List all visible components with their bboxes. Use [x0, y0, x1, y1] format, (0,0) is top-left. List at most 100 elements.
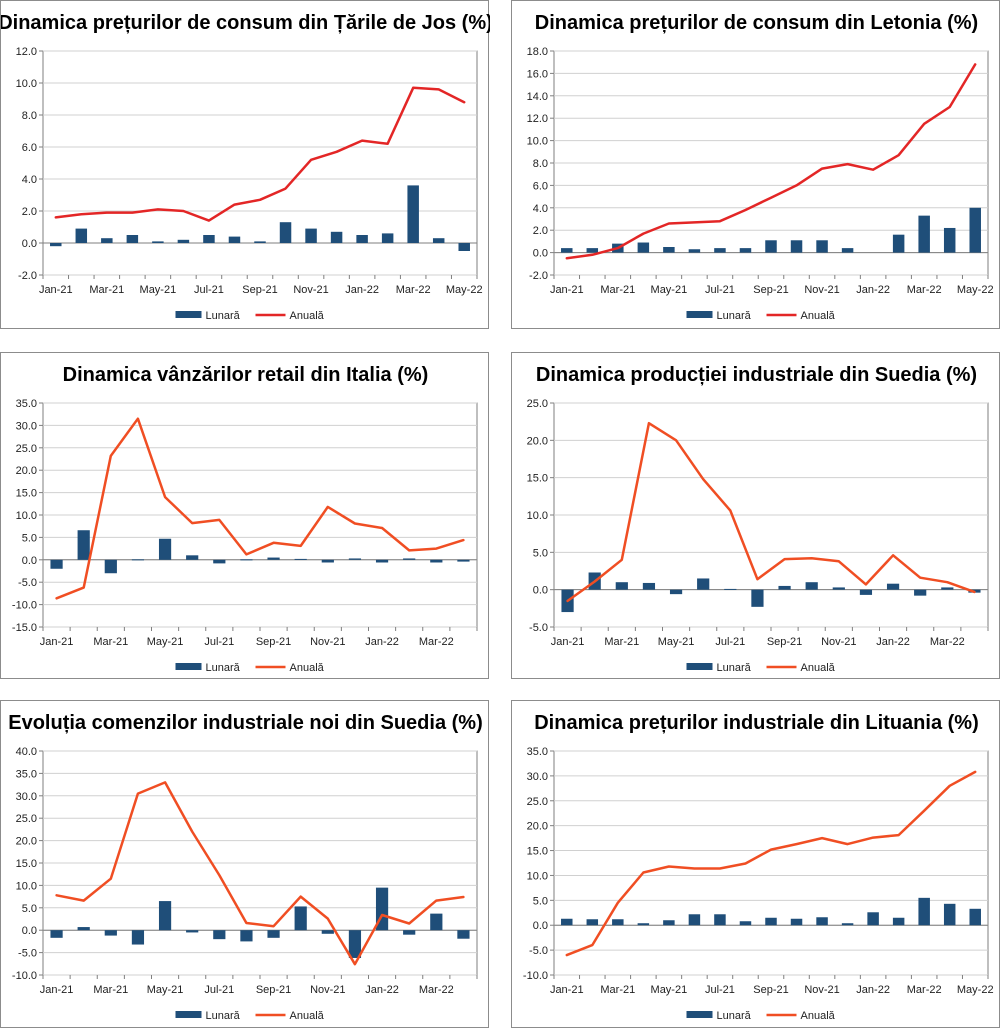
x-tick-label: May-21 [658, 636, 695, 648]
x-tick-label: Nov-21 [310, 984, 345, 996]
bar-monthly [213, 559, 226, 564]
y-tick-label: -10.0 [12, 970, 37, 982]
x-tick-label: May-21 [651, 284, 688, 296]
bar-monthly [158, 901, 172, 931]
y-tick-label: 20.0 [527, 821, 548, 833]
x-tick-label: Jan-22 [365, 984, 399, 996]
bar-monthly [765, 240, 777, 253]
line-annual [55, 781, 465, 966]
bar-monthly [663, 920, 675, 926]
chart-svg: Dinamica prețurilor de consum din Țările… [1, 12, 490, 322]
x-tick-label: Jan-21 [550, 984, 584, 996]
bar-monthly [943, 903, 956, 926]
x-tick-label: Mar-22 [419, 636, 454, 648]
bar-monthly [778, 585, 791, 590]
bar-monthly [969, 207, 981, 253]
bar-monthly [586, 248, 599, 253]
chart-title: Dinamica prețurilor de consum din Țările… [1, 12, 490, 34]
x-tick-label: Mar-22 [907, 284, 942, 296]
chart-svg: Dinamica prețurilor de consum din Letoni… [527, 12, 994, 322]
chart-svg: Dinamica producției industriale din Sued… [527, 364, 989, 674]
bar-monthly [321, 930, 334, 934]
y-tick-label: 10.0 [527, 136, 548, 148]
x-tick-label: Sep-21 [256, 636, 291, 648]
legend-label-annual: Anuală [801, 310, 836, 322]
bar-monthly [50, 930, 63, 938]
bar-monthly [765, 917, 777, 926]
bar-monthly [177, 239, 190, 243]
x-tick-label: Mar-21 [604, 636, 639, 648]
bar-monthly [612, 919, 624, 926]
legend-label-monthly: Lunară [717, 310, 752, 322]
y-tick-label: 40.0 [16, 746, 37, 758]
bar-monthly [892, 917, 905, 926]
legend-label-annual: Anuală [801, 662, 836, 674]
bar-monthly [430, 913, 443, 931]
bar-monthly [77, 927, 90, 931]
bar-monthly [663, 247, 675, 253]
bar-monthly [321, 559, 334, 563]
bar-monthly [561, 918, 573, 926]
x-tick-label: Mar-21 [93, 984, 128, 996]
y-tick-label: 0.0 [22, 555, 37, 567]
legend-swatch-monthly [686, 663, 713, 670]
y-tick-label: -2.0 [18, 270, 37, 282]
legend-label-monthly: Lunară [717, 662, 752, 674]
x-tick-label: Nov-21 [310, 636, 345, 648]
x-tick-label: Sep-21 [767, 636, 802, 648]
bar-monthly [918, 215, 930, 253]
y-tick-label: 30.0 [527, 771, 548, 783]
chart-title: Evoluția comenzilor industriale noi din … [8, 712, 483, 734]
y-tick-label: -5.0 [18, 948, 37, 960]
bar-monthly [348, 558, 362, 560]
bar-monthly [714, 914, 726, 926]
y-tick-label: 15.0 [527, 473, 548, 485]
y-tick-label: 35.0 [16, 768, 37, 780]
y-tick-label: -10.0 [12, 600, 37, 612]
y-tick-label: -10.0 [523, 970, 548, 982]
y-tick-label: 15.0 [16, 488, 37, 500]
bar-monthly [294, 558, 307, 560]
legend-swatch-monthly [686, 311, 713, 318]
y-tick-label: -2.0 [529, 270, 548, 282]
x-tick-label: Mar-21 [89, 284, 124, 296]
y-tick-label: 10.0 [16, 78, 37, 90]
legend-swatch-monthly [686, 1011, 713, 1018]
x-tick-label: Jul-21 [715, 636, 745, 648]
y-tick-label: 14.0 [527, 91, 548, 103]
bar-monthly [918, 897, 930, 926]
bar-monthly [615, 582, 628, 590]
bar-monthly [697, 578, 710, 590]
bar-monthly [104, 559, 117, 574]
bar-monthly [714, 248, 726, 253]
bar-monthly [203, 235, 215, 243]
x-tick-label: May-21 [140, 284, 177, 296]
bar-monthly [186, 555, 199, 560]
chart-panel-industrial-prices-lithuania: Dinamica prețurilor industriale din Litu… [511, 700, 1000, 1028]
y-tick-label: 20.0 [16, 836, 37, 848]
y-tick-label: 15.0 [527, 846, 548, 858]
bar-monthly [430, 559, 443, 563]
legend-label-annual: Anuală [801, 1010, 836, 1022]
x-tick-label: Sep-21 [753, 984, 788, 996]
legend-swatch-monthly [175, 1011, 202, 1018]
chart-title: Dinamica prețurilor de consum din Letoni… [535, 12, 978, 34]
y-tick-label: 8.0 [533, 158, 548, 170]
y-tick-label: 0.0 [22, 238, 37, 250]
bar-monthly [941, 587, 954, 590]
y-tick-label: 5.0 [533, 547, 548, 559]
bar-monthly [126, 235, 139, 243]
bar-monthly [356, 235, 368, 243]
bar-monthly [969, 908, 981, 926]
bar-monthly [330, 231, 343, 243]
chart-title: Dinamica vânzărilor retail din Italia (%… [63, 364, 429, 386]
bar-monthly [816, 917, 828, 926]
bar-monthly [841, 923, 854, 926]
x-tick-label: Nov-21 [821, 636, 856, 648]
bar-monthly [254, 241, 266, 243]
y-tick-label: 12.0 [16, 46, 37, 58]
legend-swatch-monthly [175, 311, 202, 318]
x-tick-label: Jul-21 [194, 284, 224, 296]
line-annual [55, 417, 465, 600]
bar-monthly [152, 241, 164, 243]
